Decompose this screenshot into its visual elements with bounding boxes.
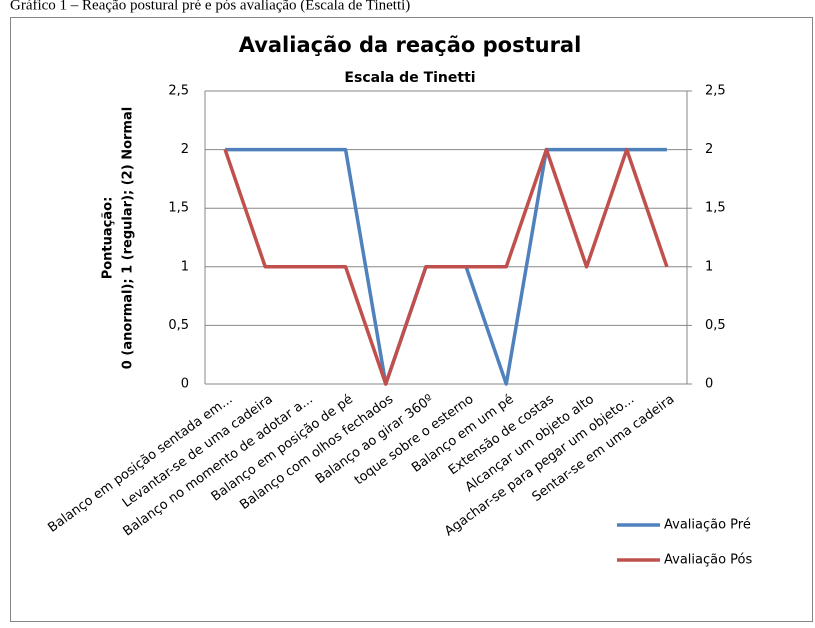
y2-tick-label: 1 bbox=[705, 259, 713, 274]
y-tick-label: 2,5 bbox=[168, 84, 189, 99]
y-tick-label: 2 bbox=[181, 142, 189, 157]
y-tick-label: 0,5 bbox=[168, 318, 189, 333]
chart-title: Avaliação da reação postural bbox=[239, 33, 582, 57]
y2-tick-label: 0 bbox=[705, 377, 713, 392]
y2-tick-label: 2 bbox=[705, 142, 713, 157]
chart-subtitle: Escala de Tinetti bbox=[344, 70, 475, 86]
y-tick-label: 0 bbox=[181, 377, 189, 392]
y2-tick-label: 1,5 bbox=[705, 201, 726, 216]
y-tick-label: 1,5 bbox=[168, 201, 189, 216]
y2-tick-label: 2,5 bbox=[705, 84, 726, 99]
y-tick-label: 1 bbox=[181, 259, 189, 274]
legend-label: Avaliação Pré bbox=[664, 518, 751, 533]
y-axis-label: 0 (anormal); 1 (regular); (2) Normal bbox=[121, 107, 136, 369]
y2-tick-label: 0,5 bbox=[705, 318, 726, 333]
y-axis-label: Pontuação: bbox=[101, 197, 116, 280]
legend-label: Avaliação Pós bbox=[664, 553, 753, 568]
caption: Gráfico 1 – Reação postural pré e pós av… bbox=[10, 0, 410, 13]
series-line bbox=[223, 147, 669, 386]
chart-border bbox=[10, 17, 813, 622]
